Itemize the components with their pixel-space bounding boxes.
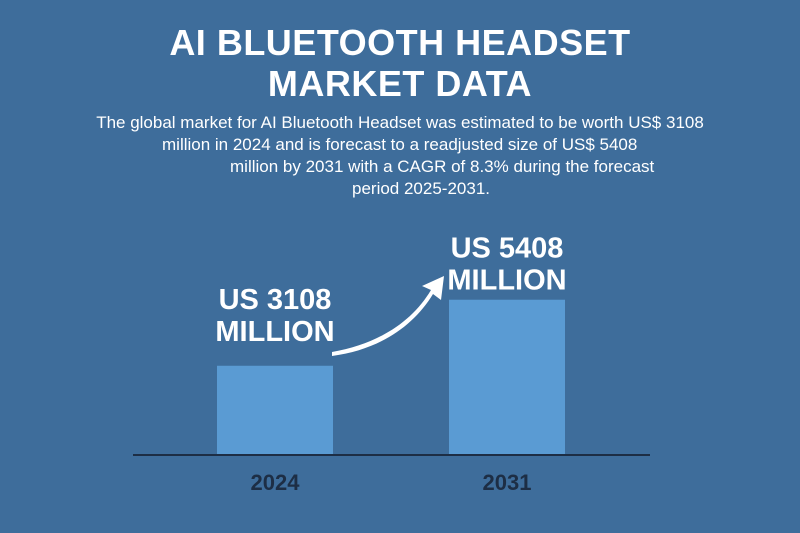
title-line-2: MARKET DATA xyxy=(267,63,533,104)
title-line-1: AI BLUETOOTH HEADSET xyxy=(169,22,631,63)
data-label-2031-line-2: MILLION xyxy=(447,265,566,297)
data-label-2031-line-1: US 5408 xyxy=(451,233,564,265)
x-tick-label-2031: 2031 xyxy=(483,470,532,495)
data-label-2024-line-1: US 3108 xyxy=(219,284,332,316)
bar-2031 xyxy=(449,299,565,455)
description-line-4: period 2025-2031. xyxy=(352,179,491,198)
market-description: The global market for AI Bluetooth Heads… xyxy=(80,112,720,200)
data-label-2024-line-2: MILLION xyxy=(215,316,334,348)
bars-group xyxy=(217,299,565,455)
description-line-2: million in 2024 and is forecast to a rea… xyxy=(162,135,638,154)
bar-2024 xyxy=(217,365,333,455)
curved-growth-arrow-icon xyxy=(332,276,444,356)
description-line-1: The global market for AI Bluetooth Heads… xyxy=(96,113,704,132)
chart-title: AI BLUETOOTH HEADSET MARKET DATA xyxy=(0,22,800,104)
description-line-3: million by 2031 with a CAGR of 8.3% duri… xyxy=(230,157,655,176)
x-tick-label-2024: 2024 xyxy=(251,470,301,495)
